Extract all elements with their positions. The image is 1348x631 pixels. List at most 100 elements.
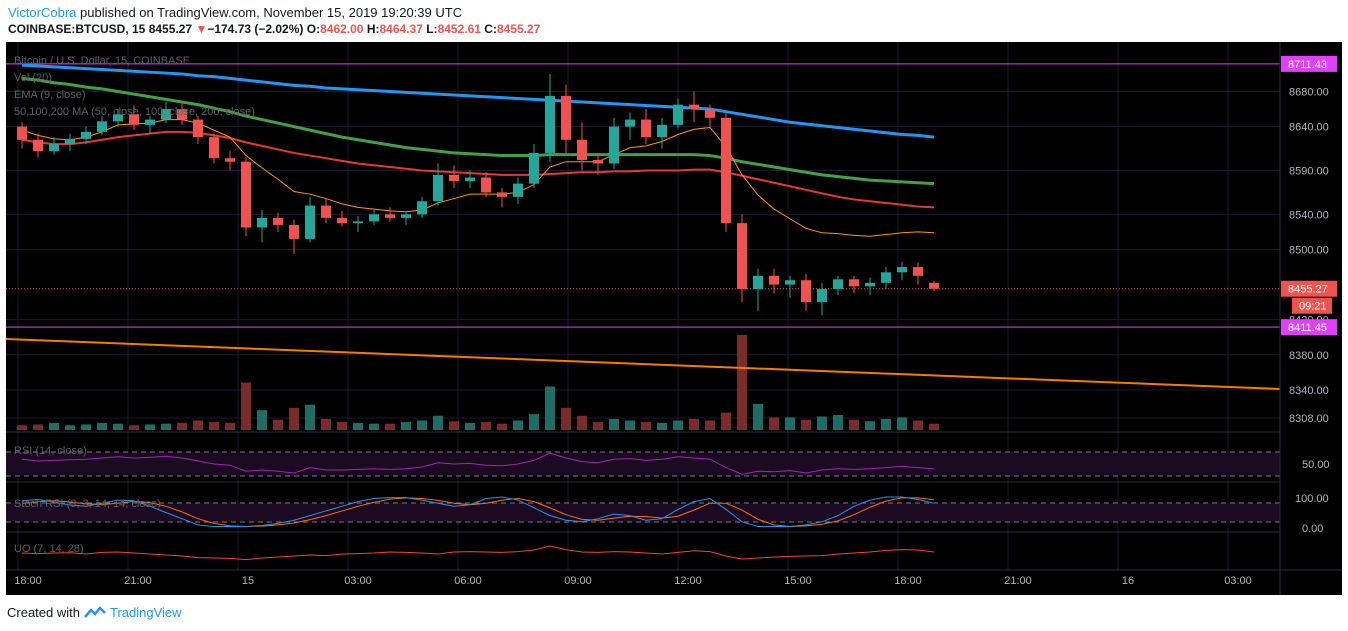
candle-body	[401, 214, 411, 218]
time-tick-label: 09:00	[564, 575, 592, 587]
candle-body	[657, 124, 667, 138]
close-label: C:	[484, 22, 497, 36]
open-value: 8462.00	[320, 22, 364, 36]
high-value: 8464.37	[379, 22, 423, 36]
candle-body	[753, 275, 763, 289]
volume-bar	[145, 424, 155, 430]
time-tick-label: 16	[1122, 575, 1134, 587]
candle-body	[593, 159, 603, 164]
support-price-tag-label: 8411.45	[1288, 322, 1327, 334]
candle-body	[33, 139, 43, 152]
volume-bar	[897, 417, 907, 430]
time-axis[interactable]: 18:00 21:00 15 03:00 06:00 09:00 12:00 15:00 18:…	[14, 575, 1252, 587]
volume-bar	[657, 422, 667, 430]
horizontal-levels	[6, 63, 1281, 391]
candle-body	[273, 217, 283, 225]
candle-body	[881, 272, 891, 283]
rsi-line	[21, 452, 935, 475]
candle-body	[513, 183, 523, 197]
candle-body	[641, 119, 651, 138]
price-tick-label: 8680.00	[1289, 86, 1329, 98]
candle-body	[481, 177, 491, 193]
candle-body	[721, 117, 731, 224]
candle-body	[433, 174, 443, 202]
candle-body	[705, 109, 715, 118]
candle-body	[97, 121, 107, 132]
stoch-band	[6, 503, 1280, 522]
volume-bar	[225, 422, 235, 430]
candle-body	[161, 109, 171, 120]
tradingview-brand[interactable]: TradingView	[109, 605, 182, 620]
candle-body	[193, 119, 203, 138]
low-label: L:	[426, 22, 438, 36]
last-price-tag-label: 8455.27	[1288, 284, 1328, 296]
candle-body	[321, 205, 331, 218]
trendline	[6, 337, 1281, 391]
candle-body	[113, 114, 123, 122]
publish-line: VictorCobra published on TradingView.com…	[8, 5, 462, 20]
candle-body	[385, 214, 395, 218]
candle-body	[897, 267, 907, 273]
volume-bar	[129, 425, 139, 430]
candlesticks	[17, 73, 939, 316]
close-value: 8455.27	[496, 22, 541, 36]
volume-bar	[49, 422, 59, 430]
candle-body	[609, 126, 619, 164]
author-link[interactable]: VictorCobra	[8, 5, 77, 20]
stoch-tick-label: 100.00	[1295, 493, 1329, 505]
candle-body	[177, 109, 187, 120]
price-chart[interactable]: Bitcoin / U.S. Dollar, 15, COINBASE Vol …	[6, 42, 1342, 595]
volume-bar	[673, 420, 683, 430]
volume-bar	[465, 422, 475, 430]
published-text: published on TradingView.com, November 1…	[80, 5, 463, 20]
countdown-box	[1292, 297, 1332, 314]
candle-body	[65, 138, 75, 145]
quote-line: COINBASE:BTCUSD, 15 8455.27 ▼−174.73 (−2…	[8, 22, 540, 36]
volume-bar	[401, 422, 411, 430]
volume-bar	[177, 422, 187, 430]
candle-body	[737, 223, 747, 289]
volume-bar	[17, 425, 27, 430]
volume-bar	[801, 419, 811, 430]
candle-body	[225, 158, 235, 162]
rsi-tick-label: 50.00	[1302, 459, 1330, 471]
candle-body	[209, 137, 219, 159]
volume-bar	[609, 418, 619, 430]
candle-body	[625, 119, 635, 127]
volume-bar	[65, 425, 75, 430]
volume-bar	[385, 423, 395, 430]
time-tick-label: 15	[242, 575, 254, 587]
time-tick-label: 15:00	[784, 575, 812, 587]
time-tick-label: 03:00	[1224, 575, 1252, 587]
volume-bar	[321, 418, 331, 430]
candle-body	[865, 282, 875, 287]
resistance-price-tag-box	[1281, 55, 1337, 72]
candle-body	[417, 201, 427, 215]
price-axis[interactable]: 8680.008640.008590.008540.008500.008420.…	[1279, 42, 1337, 595]
moving-averages	[21, 63, 935, 237]
volume-bar	[625, 420, 635, 430]
legend-volume: Vol (20)	[14, 72, 52, 84]
volume-bar	[209, 422, 219, 430]
price-tick-label: 8640.00	[1289, 122, 1329, 134]
volume-bar	[481, 422, 491, 430]
candle-body	[305, 205, 315, 239]
volume-bar	[561, 407, 571, 430]
support-price-tag-box	[1281, 319, 1337, 336]
volume-bar	[833, 414, 843, 430]
created-with-text: Created with	[7, 605, 80, 620]
price-change: −174.73 (−2.02%)	[207, 22, 304, 36]
countdown-label: 09:21	[1299, 301, 1327, 313]
candle-body	[369, 214, 379, 222]
volume-bar	[337, 422, 347, 430]
candle-body	[145, 119, 155, 125]
ema9-line	[21, 119, 935, 237]
time-tick-label: 06:00	[454, 575, 482, 587]
price-tick-label: 8308.00	[1289, 413, 1329, 425]
candle-body	[801, 280, 811, 303]
volume-bar	[929, 423, 939, 430]
legend-main: Bitcoin / U.S. Dollar, 15, COINBASE	[14, 55, 190, 67]
volume-bar	[193, 420, 203, 430]
candle-body	[289, 224, 299, 239]
volume-bar	[305, 404, 315, 430]
